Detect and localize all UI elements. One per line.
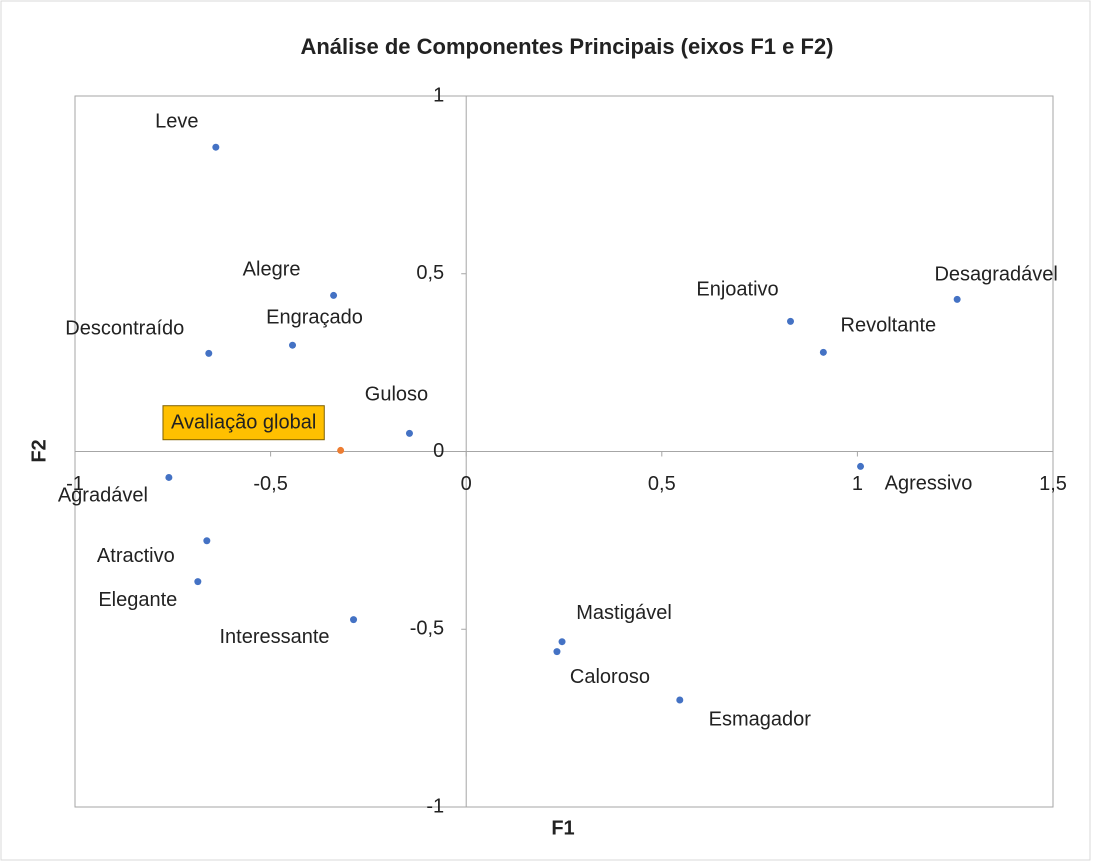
y-tick-label: -1 xyxy=(426,795,444,817)
highlight-label-box xyxy=(162,405,325,441)
point-label: Avaliação global xyxy=(171,412,316,434)
x-tick-label: 1,5 xyxy=(1039,473,1067,495)
point xyxy=(337,446,345,454)
point-label: Mastigável xyxy=(576,602,672,624)
chart-title: Análise de Componentes Principais (eixos… xyxy=(300,34,833,59)
point-label: Agradável xyxy=(58,485,148,507)
point-label: Alegre xyxy=(243,259,301,281)
point xyxy=(558,638,566,646)
point xyxy=(787,317,795,325)
y-axis-title: F2 xyxy=(28,439,50,462)
point xyxy=(330,291,338,299)
point-label: Engraçado xyxy=(266,306,363,328)
x-tick-label: 1 xyxy=(852,473,863,495)
point xyxy=(165,473,173,481)
y-tick-label: 0 xyxy=(433,440,444,462)
point-label: Enjoativo xyxy=(696,279,778,301)
y-tick-label: 0,5 xyxy=(416,262,444,284)
point xyxy=(676,696,684,704)
point xyxy=(405,429,413,437)
point xyxy=(205,349,213,357)
point-label: Agressivo xyxy=(885,473,973,495)
x-tick-label: 0 xyxy=(461,473,472,495)
point-label: Revoltante xyxy=(841,315,937,337)
y-tick-label: -0,5 xyxy=(410,618,444,640)
point-label: Descontraído xyxy=(65,318,184,340)
x-axis-title: F1 xyxy=(551,817,574,839)
point xyxy=(289,341,297,349)
point xyxy=(857,462,865,470)
point xyxy=(819,348,827,356)
point-label: Atractivo xyxy=(97,545,175,567)
y-tick-label: 1 xyxy=(433,84,444,106)
x-tick-label: 0,5 xyxy=(648,473,676,495)
x-tick-label: -1 xyxy=(66,473,84,495)
point-label: Caloroso xyxy=(570,666,650,688)
point xyxy=(953,295,961,303)
point-label: Leve xyxy=(155,110,198,132)
point-label: Elegante xyxy=(98,589,177,611)
point xyxy=(203,537,211,545)
x-tick-label: -0,5 xyxy=(253,473,287,495)
point xyxy=(212,143,220,151)
point-label: Desagradável xyxy=(934,264,1057,286)
point-label: Esmagador xyxy=(709,708,812,730)
point-label: Guloso xyxy=(365,384,428,406)
point xyxy=(350,616,358,624)
point xyxy=(194,578,202,586)
point-label: Interessante xyxy=(219,626,329,648)
point xyxy=(553,648,561,656)
